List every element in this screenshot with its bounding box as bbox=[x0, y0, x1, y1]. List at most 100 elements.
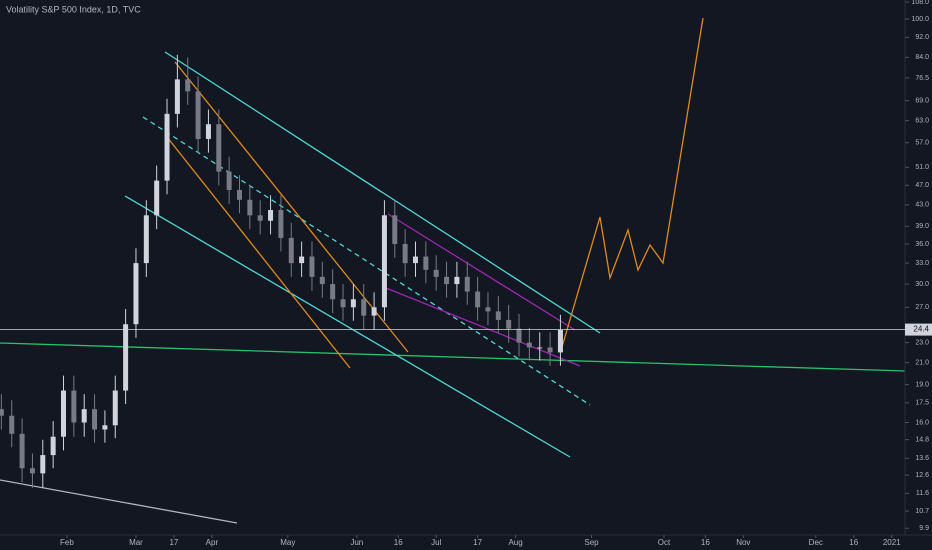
candle-body bbox=[133, 263, 139, 325]
candle-body bbox=[154, 180, 160, 216]
trend-line bbox=[0, 342, 906, 372]
y-tick-label: 30.0 bbox=[915, 281, 929, 288]
candle-body bbox=[257, 215, 263, 221]
y-tick-label: 23.0 bbox=[915, 339, 929, 346]
y-tick-label: 43.0 bbox=[915, 202, 929, 209]
candle-body bbox=[164, 113, 170, 181]
last-price-label: 24.4 bbox=[913, 325, 929, 334]
candle-body bbox=[174, 79, 180, 114]
candle-body bbox=[0, 409, 4, 416]
candle-body bbox=[402, 243, 408, 264]
candle-body bbox=[205, 124, 211, 139]
x-tick-label: Mar bbox=[129, 538, 143, 547]
y-tick-label: 27.0 bbox=[915, 304, 929, 311]
candle-body bbox=[50, 436, 56, 456]
y-tick-label: 47.0 bbox=[915, 182, 929, 189]
x-tick-label: Jul bbox=[431, 538, 441, 547]
x-tick-label: 2021 bbox=[883, 538, 901, 547]
x-tick-label: 16 bbox=[849, 538, 858, 547]
y-tick-label: 108.0 bbox=[911, 0, 929, 6]
chart-title: Volatility S&P 500 Index, 1D, TVC bbox=[6, 4, 141, 14]
candle-body bbox=[371, 307, 377, 316]
last-price-box bbox=[905, 323, 932, 336]
y-tick-label: 16.0 bbox=[915, 419, 929, 426]
projection bbox=[561, 17, 704, 348]
candle-body bbox=[547, 347, 553, 353]
candle-body bbox=[464, 276, 470, 292]
x-tick-label: Aug bbox=[508, 538, 522, 547]
candle-body bbox=[526, 342, 532, 348]
y-tick-label: 21.0 bbox=[915, 359, 929, 366]
x-tick-label: 16 bbox=[701, 538, 710, 547]
candle-body bbox=[112, 390, 118, 426]
candle-body bbox=[123, 324, 129, 391]
candle-body bbox=[330, 284, 336, 300]
candle-body bbox=[195, 91, 201, 139]
y-tick-label: 63.0 bbox=[915, 118, 929, 125]
candle-body bbox=[340, 299, 346, 308]
y-tick-label: 36.0 bbox=[915, 241, 929, 248]
y-tick-label: 76.5 bbox=[915, 75, 929, 82]
candle-body bbox=[278, 210, 284, 238]
trend-line bbox=[0, 479, 238, 524]
candle-body bbox=[319, 276, 325, 285]
x-tick-label: 16 bbox=[394, 538, 403, 547]
x-tick-label: Apr bbox=[206, 538, 219, 547]
candle-body bbox=[185, 79, 191, 92]
candle-body bbox=[216, 124, 222, 172]
candle-body bbox=[516, 328, 522, 343]
candle-body bbox=[506, 319, 512, 329]
candle-body bbox=[423, 256, 429, 270]
candle-body bbox=[40, 455, 46, 474]
candle-body bbox=[19, 433, 25, 469]
candle-body bbox=[433, 269, 439, 277]
y-tick-label: 19.0 bbox=[915, 382, 929, 389]
candle-body bbox=[495, 311, 501, 320]
candle-body bbox=[92, 409, 98, 430]
y-tick-label: 92.0 bbox=[915, 34, 929, 41]
y-tick-label: 9.9 bbox=[919, 525, 929, 532]
y-tick-label: 33.0 bbox=[915, 260, 929, 267]
candle-body bbox=[454, 276, 460, 285]
y-tick-label: 39.0 bbox=[915, 223, 929, 230]
candle-body bbox=[29, 468, 35, 474]
candle-body bbox=[143, 215, 149, 264]
candle-body bbox=[9, 415, 15, 434]
candle-body bbox=[412, 256, 418, 264]
candle-body bbox=[236, 189, 242, 200]
x-tick-label: 17 bbox=[473, 538, 482, 547]
candle-body bbox=[485, 307, 491, 312]
y-tick-label: 100.0 bbox=[911, 16, 929, 23]
candle-body bbox=[381, 215, 387, 308]
y-tick-label: 14.8 bbox=[915, 437, 929, 444]
candle-body bbox=[392, 215, 398, 244]
candle-body bbox=[557, 329, 563, 353]
candle-body bbox=[309, 256, 315, 277]
candle-body bbox=[537, 347, 543, 349]
drawings bbox=[0, 17, 906, 524]
x-tick-label: 17 bbox=[169, 538, 178, 547]
y-tick-label: 84.0 bbox=[915, 54, 929, 61]
candle-body bbox=[350, 299, 356, 308]
y-tick-label: 51.0 bbox=[915, 164, 929, 171]
channel-line bbox=[385, 287, 581, 367]
x-tick-label: Jun bbox=[350, 538, 363, 547]
x-tick-label: Oct bbox=[658, 538, 671, 547]
candle-body bbox=[226, 171, 232, 190]
candle-body bbox=[268, 210, 274, 221]
y-tick-label: 69.0 bbox=[915, 98, 929, 105]
x-tick-label: Feb bbox=[60, 538, 74, 547]
y-tick-label: 13.6 bbox=[915, 455, 929, 462]
x-tick-label: Nov bbox=[736, 538, 750, 547]
channel-line bbox=[164, 51, 601, 334]
y-tick-label: 12.6 bbox=[915, 472, 929, 479]
x-tick-label: Sep bbox=[584, 538, 599, 547]
x-tick-label: Dec bbox=[809, 538, 823, 547]
y-tick-label: 17.5 bbox=[915, 400, 929, 407]
candle-body bbox=[299, 256, 305, 264]
y-tick-label: 11.6 bbox=[916, 490, 929, 497]
channel-mid bbox=[142, 116, 591, 406]
candle-body bbox=[81, 409, 87, 423]
